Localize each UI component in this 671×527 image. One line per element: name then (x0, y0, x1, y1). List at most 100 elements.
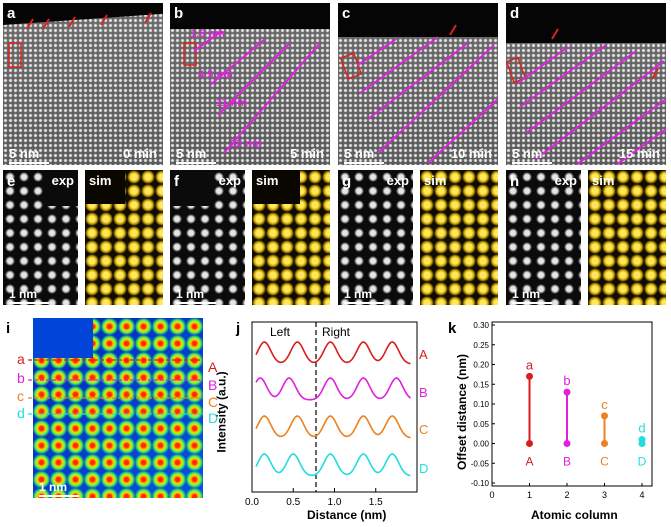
panel-b-overlay (183, 30, 321, 154)
x-tick-label: 1.5 (369, 497, 383, 508)
sim-label: sim (424, 173, 447, 188)
panel-letter: i (6, 320, 11, 337)
bottom-point (563, 440, 571, 447)
x-tick-label: 1.0 (328, 497, 342, 508)
top-label: a (526, 357, 534, 372)
y-tick-label: 0.30 (473, 321, 489, 330)
sim-label: sim (592, 173, 615, 188)
panel-c-image: c 5 nm 10 min (338, 3, 498, 165)
panel-c-overlay (339, 24, 498, 164)
curve-label: B (419, 385, 428, 400)
panel-e-exp: e exp 1 nm (3, 170, 78, 305)
arrows (26, 12, 152, 30)
y-axis-label: Offset distance (nm) (455, 353, 470, 471)
panel-a-image: a 5 nm 0 min (3, 3, 163, 165)
scale-bar: 1 nm (344, 287, 385, 304)
panel-letter: e (7, 173, 16, 190)
fault-annotation: 1.5 nm (190, 28, 225, 40)
bottom-point (638, 440, 646, 447)
panel-letter: j (236, 320, 241, 337)
x-tick-label: 4 (639, 490, 644, 500)
sim-label: sim (256, 173, 279, 188)
top-label: b (563, 373, 570, 388)
row-label-left: b (17, 370, 25, 386)
y-tick-label: 0.00 (473, 440, 489, 449)
panel-letter: f (174, 173, 179, 190)
highlight-box (183, 42, 197, 66)
vacuum-region (338, 3, 498, 37)
right-annotation: Right (322, 325, 351, 339)
top-point (601, 412, 608, 420)
scale-bar: 5 nm (176, 146, 217, 164)
exp-label: exp (386, 173, 409, 188)
bottom-label: A (525, 455, 533, 469)
offset-marks: a Ab Bc Cd D (525, 357, 646, 468)
top-label: c (601, 397, 608, 412)
profile-curve-B (255, 377, 411, 401)
profile-curve-D (255, 453, 411, 477)
panel-h-sim: sim (588, 170, 666, 305)
top-label: d (638, 421, 645, 436)
y-tick-label: 0.15 (473, 380, 489, 389)
scale-bar: 1 nm (39, 480, 80, 497)
panel-letter: d (510, 5, 520, 22)
x-tick-label: 1 (527, 490, 532, 500)
y-tick-label: 0.10 (473, 400, 489, 409)
panel-d-overlay (506, 28, 666, 165)
arrow (651, 68, 659, 80)
panel-letter: k (448, 320, 457, 337)
scale-bar: 5 nm (344, 146, 385, 164)
panel-letter: g (342, 173, 352, 190)
panel-f-sim: sim (252, 170, 330, 305)
dark-corner (252, 170, 300, 204)
x-tick-label: 2 (564, 490, 569, 500)
x-ticks: 0.0 0.5 1.0 1.5 (245, 488, 418, 508)
y-tick-label: -0.05 (471, 459, 490, 468)
sim-label: sim (89, 173, 112, 188)
time-label: 10 min (450, 146, 492, 161)
time-label: 15 min (618, 146, 660, 161)
arrow (449, 24, 457, 36)
time-label: 0 min (123, 146, 157, 161)
panel-h-exp: h exp 1 nm (506, 170, 581, 305)
panel-d-image: d 5 nm 15 min (506, 3, 666, 165)
y-axis-label: Intensity (a.u.) (214, 371, 229, 453)
bottom-label: C (600, 455, 609, 469)
y-tick-label: -0.10 (471, 479, 490, 488)
dark-corner (46, 170, 78, 206)
y-tick-label: 0.20 (473, 361, 489, 370)
scale-bar: 1 nm (512, 287, 553, 304)
panel-i-guides (28, 359, 203, 415)
fault-annotation: 4.5 nm (198, 69, 233, 81)
row-label-left: d (17, 405, 25, 421)
bottom-label: B (563, 455, 571, 469)
x-tick-label: 3 (602, 490, 607, 500)
curve-label: D (419, 461, 429, 476)
panel-g-sim: sim (420, 170, 498, 305)
panel-i-map: 1 nm (33, 318, 203, 498)
fault-annotation: 11 nm (216, 97, 248, 109)
highlight-box (339, 52, 363, 80)
left-annotation: Left (270, 325, 291, 339)
bottom-point (601, 440, 608, 447)
profile-curves (255, 341, 411, 477)
y-tick-label: 0.05 (473, 420, 489, 429)
row-label-right: A (208, 359, 218, 375)
panel-j-plot: 0.0 0.5 1.0 1.5 (245, 321, 418, 508)
dark-corner (85, 170, 125, 204)
scale-bar: 5 nm (512, 146, 553, 164)
x-tick-label: 0.0 (245, 497, 259, 508)
panel-b-image: b 1.5 nm 4.5 nm 11 nm 22 nm 5 nm 5 min (170, 3, 330, 165)
top-point (563, 388, 571, 396)
exp-label: exp (51, 173, 74, 188)
vacuum-region (506, 3, 666, 43)
axis-ticks: -0.10 -0.05 0.00 0.05 0.10 0.15 0.20 0.25 0.30 0 1… (471, 321, 645, 500)
panel-f-exp: f exp 1 nm (170, 170, 245, 305)
row-label-left: a (17, 351, 25, 367)
exp-label: exp (218, 173, 241, 188)
row-label-right: C (208, 394, 219, 410)
panel-letter: b (174, 5, 184, 22)
x-tick-label: 0 (489, 490, 494, 500)
scale-bar: 1 nm (9, 287, 50, 304)
exp-label: exp (554, 173, 577, 188)
